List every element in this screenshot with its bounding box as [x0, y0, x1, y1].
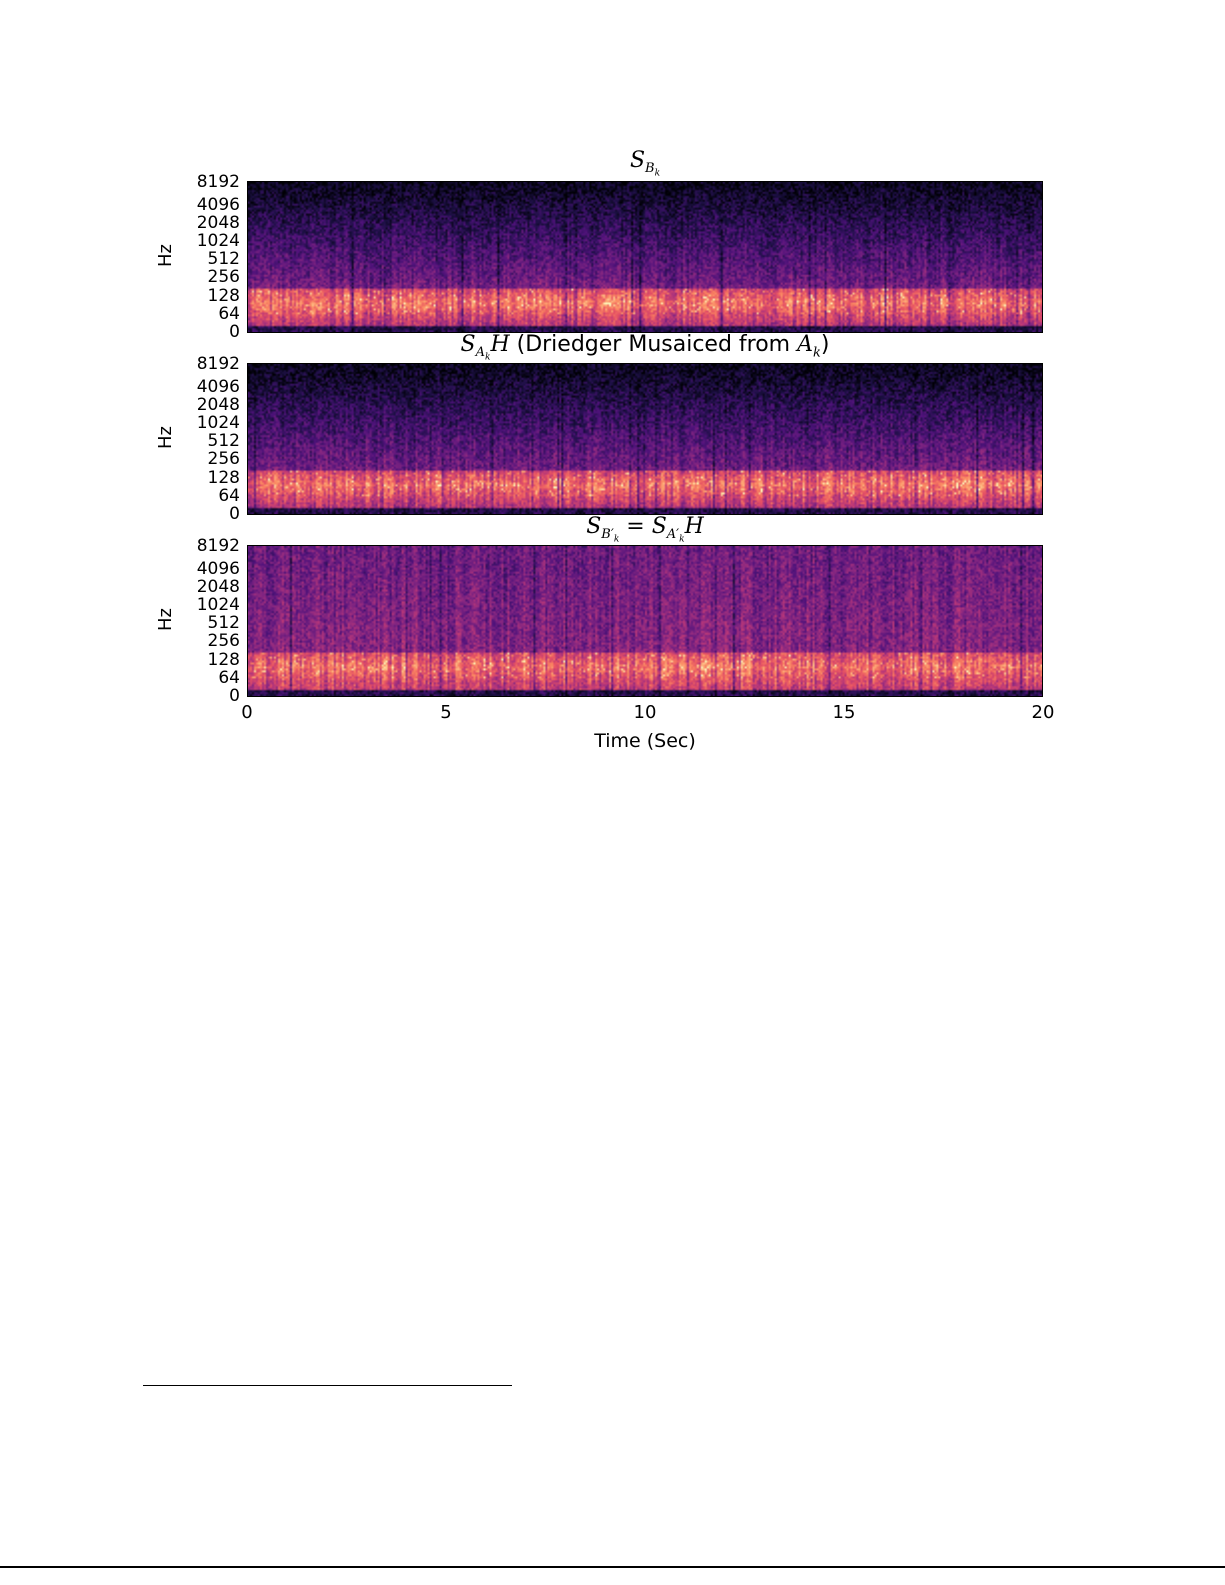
- spectrogram-image: [248, 182, 1042, 332]
- y-tick-label: 1024: [196, 231, 240, 251]
- y-tick-label: 1024: [196, 413, 240, 433]
- spectrogram-panel-1: [247, 181, 1043, 333]
- y-tick-label: 64: [218, 485, 240, 506]
- y-tick-label: 2048: [196, 394, 240, 415]
- x-tick-label: 5: [440, 702, 452, 723]
- y-tick-label: 8192: [196, 536, 240, 557]
- page-bottom-border: [0, 1566, 1225, 1568]
- y-tick-label: 4096: [196, 194, 240, 215]
- x-tick-label: 20: [1031, 702, 1055, 723]
- y-tick-label: 64: [218, 303, 240, 324]
- y-axis-label: Hz: [154, 244, 176, 267]
- spectrogram-panel-3: [247, 545, 1043, 697]
- y-tick-label: 64: [218, 667, 240, 688]
- y-tick-label: 2048: [196, 212, 240, 233]
- y-tick-label: 8192: [196, 354, 240, 375]
- y-tick-label: 128: [207, 285, 240, 306]
- y-tick-label: 4096: [196, 376, 240, 397]
- y-tick-label: 256: [207, 449, 240, 470]
- y-tick-label: 0: [229, 686, 240, 706]
- y-tick-label: 256: [207, 631, 240, 652]
- y-tick-label: 2048: [196, 576, 240, 597]
- y-tick-label: 256: [207, 267, 240, 288]
- spectrogram-image: [248, 546, 1042, 696]
- panel2-title: SAkH (Driedger Musaiced from Ak): [460, 332, 830, 363]
- y-axis-label: Hz: [154, 608, 176, 631]
- y-tick-label: 1024: [196, 595, 240, 615]
- panel1-title: SBk: [629, 148, 661, 179]
- spectrogram-panel-2: [247, 363, 1043, 515]
- x-axis-label: Time (Sec): [594, 730, 696, 752]
- footnote-rule: [143, 1385, 512, 1386]
- y-tick-label: 512: [207, 613, 240, 634]
- y-tick-label: 512: [207, 431, 240, 452]
- y-tick-label: 512: [207, 249, 240, 270]
- spectrogram-image: [248, 364, 1042, 514]
- y-tick-label: 8192: [196, 172, 240, 193]
- panel3-title: SB′k = SA′kH: [586, 514, 704, 545]
- y-tick-label: 128: [207, 649, 240, 670]
- x-tick-label: 0: [241, 702, 253, 723]
- y-tick-label: 4096: [196, 558, 240, 579]
- y-tick-label: 0: [229, 504, 240, 524]
- x-tick-label: 10: [633, 702, 657, 723]
- y-axis-label: Hz: [154, 426, 176, 449]
- y-tick-label: 0: [229, 322, 240, 342]
- x-tick-label: 15: [832, 702, 856, 723]
- y-tick-label: 128: [207, 467, 240, 488]
